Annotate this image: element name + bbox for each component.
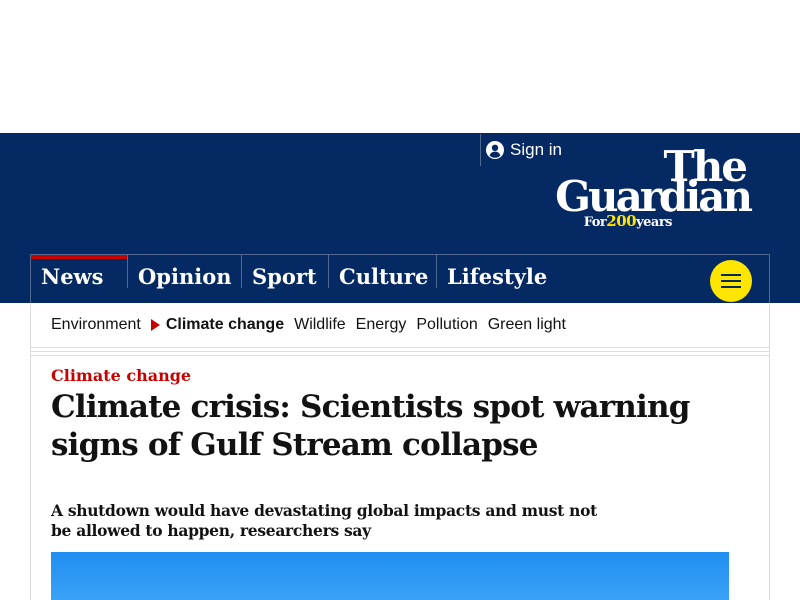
pillar-nav: News Opinion Sport Culture Lifestyle <box>30 254 770 303</box>
subnav-wildlife[interactable]: Wildlife <box>294 316 346 333</box>
article-standfirst: A shutdown would have devastating global… <box>51 501 597 540</box>
hero-image <box>51 552 729 600</box>
user-icon <box>486 141 504 159</box>
section-subnav: Environment Climate change Wildlife Ener… <box>31 303 769 347</box>
pillar-opinion[interactable]: Opinion <box>127 255 241 289</box>
subnav-green-light[interactable]: Green light <box>487 316 566 333</box>
triangle-right-icon <box>150 319 160 331</box>
subnav-energy[interactable]: Energy <box>355 316 407 333</box>
sign-in-link[interactable]: Sign in <box>480 134 562 166</box>
logo-tagline: For200years <box>583 212 673 230</box>
advert-slot <box>0 0 800 133</box>
pillar-culture[interactable]: Culture <box>328 255 436 289</box>
hamburger-icon-bar <box>721 286 741 288</box>
menu-button[interactable] <box>710 260 752 302</box>
pillar-lifestyle[interactable]: Lifestyle <box>436 255 548 289</box>
article-headline: Climate crisis: Scientists spot warning … <box>51 389 690 463</box>
subnav-climate-change-label: Climate change <box>165 316 285 333</box>
hamburger-icon <box>721 274 741 276</box>
subnav-environment[interactable]: Environment <box>51 316 141 333</box>
subnav-pollution[interactable]: Pollution <box>416 316 478 333</box>
hamburger-icon-bar <box>721 280 741 282</box>
guardian-logo[interactable]: The Guardian For200years <box>526 142 753 232</box>
logo-guardian: Guardian <box>555 172 753 221</box>
subnav-climate-change[interactable]: Climate change <box>150 316 285 334</box>
pillar-sport[interactable]: Sport <box>241 255 328 289</box>
logo-the: The <box>663 142 748 191</box>
pillar-news[interactable]: News <box>31 255 127 304</box>
masthead: Sign in The Guardian For200years News Op… <box>0 133 800 303</box>
article-container: Environment Climate change Wildlife Ener… <box>30 303 770 600</box>
sign-in-label: Sign in <box>510 140 562 159</box>
divider-rules <box>31 347 769 359</box>
article-kicker[interactable]: Climate change <box>51 366 192 385</box>
